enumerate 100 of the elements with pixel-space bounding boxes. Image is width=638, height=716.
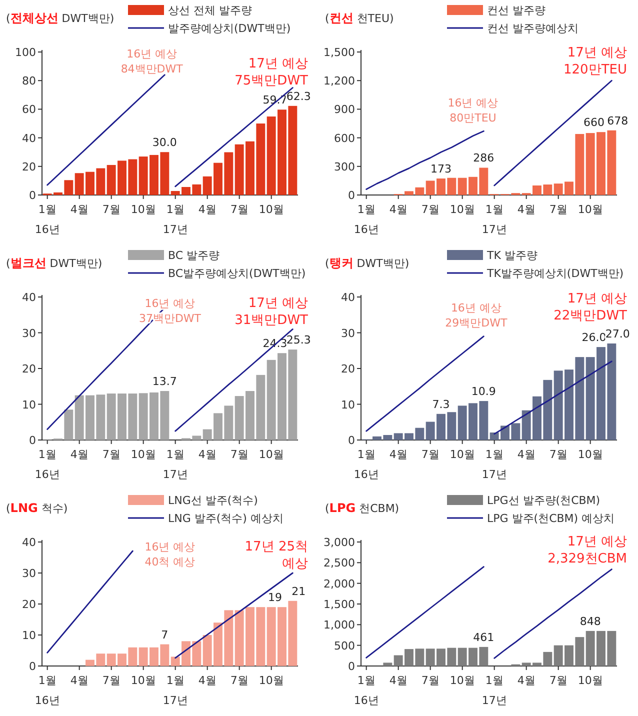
x-tick-label: 10월 — [130, 203, 156, 216]
y-tick-label: 20 — [341, 362, 355, 376]
data-label: 25.3 — [286, 334, 311, 347]
data-label: 173 — [430, 162, 452, 176]
x-tick-label: 7월 — [230, 674, 248, 687]
x-tick-label: 7월 — [230, 448, 248, 461]
data-label: 461 — [473, 630, 494, 644]
line-series — [494, 568, 612, 659]
x-tick-label: 7월 — [549, 448, 568, 461]
y-tick-label: 900 — [334, 103, 355, 116]
x-tick-label: 10월 — [258, 203, 284, 216]
x-tick-label: 4월 — [198, 203, 216, 216]
x-tick-label: 4월 — [389, 203, 408, 216]
x-tick-label: 10월 — [450, 448, 475, 461]
legend-label: LPG선 발주량(천CBM) — [487, 494, 600, 507]
legend-label: BC 발주량 — [168, 249, 220, 262]
y-tick-label: 1,500 — [324, 598, 355, 611]
x-tick-label: 1월 17년 — [482, 203, 507, 236]
chart-title: (LPG 천CBM) — [325, 501, 400, 515]
x-tick-label: 10월 — [578, 674, 603, 687]
y-tick-label: 40 — [22, 132, 36, 145]
annotation: 17년 예상 22백만DWT — [554, 292, 628, 324]
data-label: 19 — [268, 591, 282, 604]
legend-label: TK발주량예상치(DWT백만) — [486, 267, 624, 280]
data-label: 286 — [473, 152, 494, 165]
annotation: 17년 예상 31백만DWT — [234, 296, 308, 328]
legend-label: 발주량예상치(DWT백만) — [168, 22, 291, 35]
y-tick-label: 20 — [22, 362, 36, 376]
x-tick-label: 10월 — [578, 203, 603, 216]
data-label: 7.3 — [432, 398, 450, 411]
x-tick-label: 10월 — [258, 674, 284, 687]
x-tick-label: 1월 16년 — [34, 448, 60, 481]
legend-label: LNG 발주(척수) 예상치 — [168, 512, 284, 525]
y-tick-label: 3,000 — [324, 536, 355, 549]
x-tick-label: 4월 — [70, 674, 88, 687]
x-tick-label: 7월 — [549, 674, 568, 687]
annotation: 17년 예상 2,329천CBM — [548, 534, 627, 567]
annotation: 17년 25척 예상 — [244, 540, 308, 572]
legend-label: 컨선 발주량 — [487, 4, 546, 17]
data-label: 30.0 — [152, 136, 177, 150]
y-tick-label: 20 — [22, 598, 36, 611]
y-tick-label: 1,000 — [324, 618, 355, 632]
y-tick-label: 0 — [29, 660, 36, 673]
annotation: 17년 예상 75백만DWT — [234, 56, 308, 89]
x-tick-label: 7월 — [102, 203, 120, 216]
legend-label: LNG선 발주(척수) — [168, 494, 258, 507]
annotation: 16년 예상 84백만DWT — [120, 48, 184, 76]
y-tick-label: 100 — [15, 46, 36, 59]
y-tick-label: 500 — [334, 639, 355, 652]
x-tick-label: 10월 — [130, 448, 156, 461]
x-tick-label: 10월 — [130, 674, 156, 687]
x-tick-label: 1월 16년 — [354, 674, 379, 707]
x-tick-label: 4월 — [70, 448, 88, 461]
x-tick-label: 10월 — [450, 674, 475, 687]
line-series — [494, 360, 612, 435]
x-tick-label: 4월 — [389, 448, 408, 461]
y-tick-label: 10 — [22, 398, 36, 412]
y-tick-label: 0 — [29, 189, 36, 202]
x-tick-label: 7월 — [230, 203, 248, 216]
y-tick-label: 30 — [22, 326, 36, 340]
x-tick-label: 1월 17년 — [162, 674, 188, 707]
y-tick-label: 600 — [334, 132, 355, 145]
x-tick-label: 7월 — [102, 448, 120, 461]
annotation: 16년 예상 40척 예상 — [144, 540, 196, 569]
legend-label: 상선 전체 발주량 — [168, 4, 252, 17]
y-tick-label: 2,000 — [324, 577, 355, 590]
y-tick-label: 80 — [22, 74, 36, 88]
data-label: 678 — [607, 114, 628, 128]
y-tick-label: 0 — [348, 434, 355, 447]
y-tick-label: 0 — [348, 189, 355, 202]
annotation: 16년 예상 29백만DWT — [445, 301, 508, 330]
y-tick-label: 0 — [29, 434, 36, 447]
chart-title: (탱커 DWT백만) — [325, 256, 410, 270]
y-tick-label: 300 — [334, 160, 355, 174]
data-label: 10.9 — [471, 385, 496, 398]
data-label: 848 — [580, 614, 601, 628]
y-tick-label: 60 — [22, 103, 36, 116]
x-tick-label: 1월 17년 — [162, 203, 188, 236]
x-tick-label: 4월 — [389, 674, 408, 687]
x-tick-label: 7월 — [102, 674, 120, 687]
x-tick-label: 1월 17년 — [482, 674, 507, 707]
data-label: 27.0 — [605, 327, 630, 340]
data-label: 13.7 — [152, 375, 177, 388]
x-tick-label: 4월 — [70, 203, 88, 216]
y-tick-label: 40 — [22, 291, 36, 304]
legend-label: 컨선 발주량예상치 — [487, 22, 578, 35]
data-label: 21 — [292, 584, 306, 598]
y-tick-label: 1,500 — [324, 46, 355, 59]
x-tick-label: 7월 — [549, 203, 568, 216]
chart-title: (벌크선 DWT백만) — [6, 256, 102, 270]
chart-title: (전체상선 DWT백만) — [6, 11, 114, 25]
legend-label: LPG 발주(천CBM) 예상치 — [487, 512, 615, 525]
x-tick-label: 1월 17년 — [482, 448, 507, 481]
x-tick-label: 1월 16년 — [34, 203, 60, 236]
y-tick-label: 40 — [22, 536, 36, 549]
data-label: 660 — [584, 116, 604, 130]
y-tick-label: 1,200 — [324, 74, 355, 88]
chart-title: (LNG 척수) — [6, 501, 68, 515]
x-tick-label: 4월 — [517, 448, 536, 461]
y-tick-label: 30 — [341, 326, 355, 340]
